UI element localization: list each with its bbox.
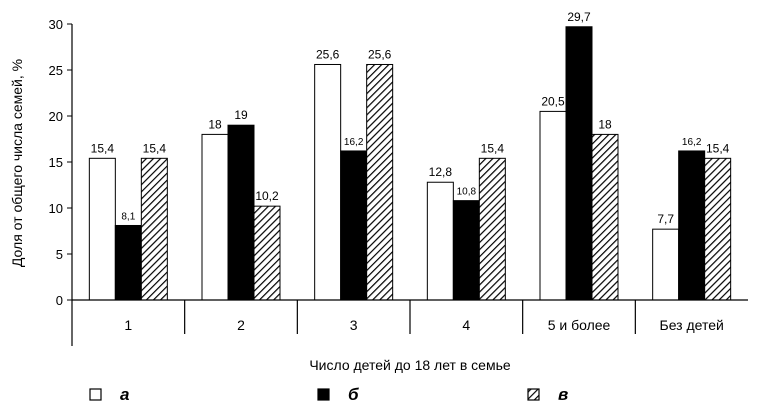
data-label: 18 xyxy=(598,117,612,131)
data-label: 15,4 xyxy=(91,141,115,155)
bar-3-6 xyxy=(704,157,732,301)
x-tick-label: 3 xyxy=(350,317,358,333)
data-label: 20,5 xyxy=(541,94,565,108)
legend-swatch xyxy=(527,388,540,401)
y-tick-label: 30 xyxy=(49,17,63,32)
bar-2-4 xyxy=(452,200,480,301)
y-tick-label: 15 xyxy=(49,155,63,170)
bar-2-6 xyxy=(678,150,706,301)
bars xyxy=(88,26,732,301)
y-tick-label: 25 xyxy=(49,63,63,78)
bar-3-5 xyxy=(591,133,619,301)
data-label: 15,4 xyxy=(706,141,730,155)
y-axis-title: Доля от общего числа семей, % xyxy=(9,59,25,267)
bar-1-3 xyxy=(314,63,342,301)
bar-1-6 xyxy=(652,228,680,301)
legend-label: а xyxy=(120,385,129,404)
bar-1-2 xyxy=(201,133,229,301)
data-label: 15,4 xyxy=(481,141,505,155)
data-label: 25,6 xyxy=(316,47,340,61)
x-axis-title: Число детей до 18 лет в семье xyxy=(309,357,511,373)
legend-label: б xyxy=(348,385,359,404)
x-tick-label: Без детей xyxy=(660,317,724,333)
y-axis: 0 5 10 15 20 25 30 xyxy=(49,17,73,308)
bar-3-2 xyxy=(253,205,281,301)
data-label: 7,7 xyxy=(657,212,674,226)
x-tick-label: 2 xyxy=(237,317,245,333)
x-tick-label: 4 xyxy=(462,317,470,333)
data-label: 25,6 xyxy=(368,47,392,61)
bar-1-4 xyxy=(426,181,454,301)
y-tick-label: 20 xyxy=(49,109,63,124)
data-label: 16,2 xyxy=(344,137,364,148)
data-label: 29,7 xyxy=(567,10,591,24)
x-tick-label: 5 и более xyxy=(548,317,611,333)
x-axis: 1 2 3 4 5 и более Без детей xyxy=(71,299,748,346)
bar-1-1 xyxy=(88,157,116,301)
legend-label: в xyxy=(558,385,568,404)
data-label: 18 xyxy=(208,117,222,131)
legend: а б в xyxy=(89,385,568,404)
data-label: 15,4 xyxy=(143,141,167,155)
y-tick-label: 0 xyxy=(56,293,63,308)
bar-3-4 xyxy=(478,157,506,301)
bar-2-5 xyxy=(565,26,593,301)
bar-2-2 xyxy=(227,124,255,301)
data-label: 10,8 xyxy=(457,187,477,198)
data-label: 10,2 xyxy=(255,189,279,203)
bar-2-3 xyxy=(340,150,368,301)
x-tick-label: 1 xyxy=(124,317,132,333)
bar-2-1 xyxy=(114,224,142,301)
bar-3-1 xyxy=(140,157,168,301)
bar-3-3 xyxy=(366,63,394,301)
y-tick-label: 5 xyxy=(56,247,63,262)
data-label: 16,2 xyxy=(682,137,702,148)
data-label: 12,8 xyxy=(429,165,453,179)
y-tick-label: 10 xyxy=(49,201,63,216)
bar-1-5 xyxy=(539,110,567,301)
legend-swatch xyxy=(317,388,330,401)
data-labels: 15,4 8,1 15,4 18 19 10,2 25,6 16,2 25,6 12,8 10,8 1… xyxy=(91,10,730,226)
data-label: 8,1 xyxy=(121,211,135,222)
legend-swatch xyxy=(89,388,102,401)
data-label: 19 xyxy=(234,108,248,122)
